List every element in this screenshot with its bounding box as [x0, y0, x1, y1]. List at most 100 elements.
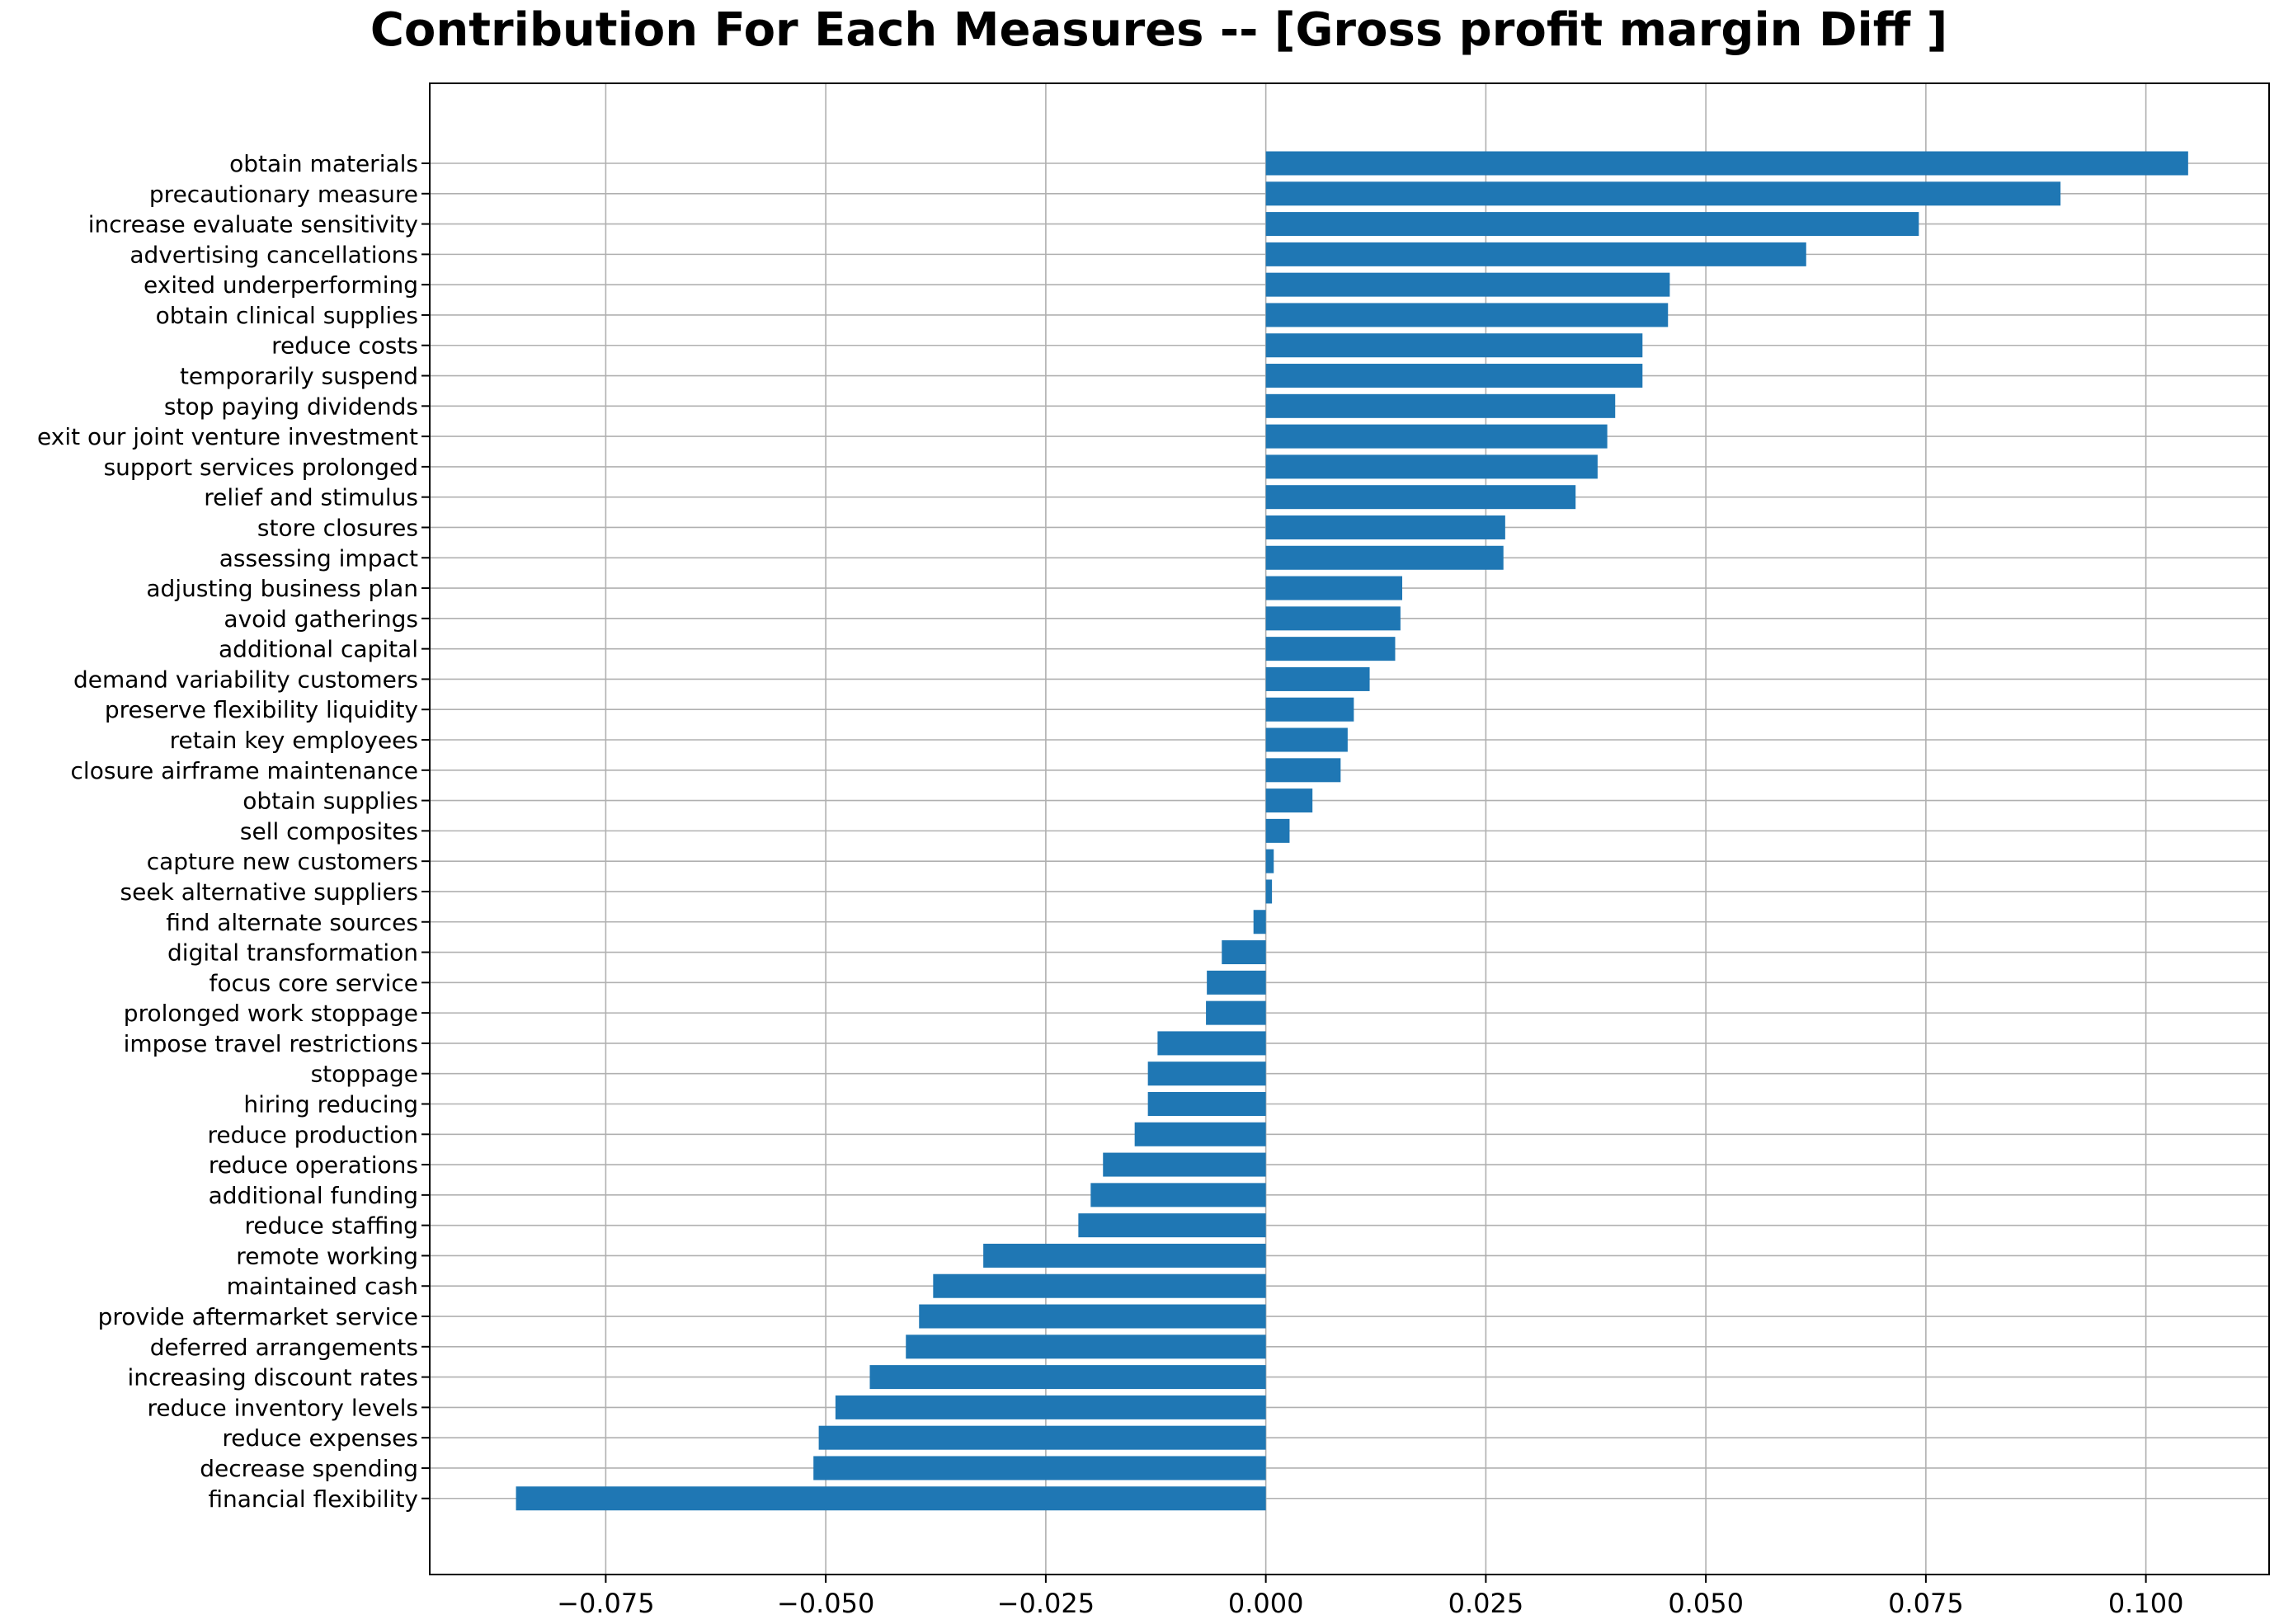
y-axis: obtain materials precautionary measure inc…: [37, 150, 430, 1513]
y-tick-label: avoid gatherings: [224, 605, 418, 633]
y-tick-label: retain key employees: [170, 727, 418, 754]
bar: [1265, 606, 1401, 631]
y-tick-label: stoppage: [311, 1061, 418, 1088]
bar: [1265, 242, 1806, 266]
y-tick-label: digital transformation: [167, 939, 418, 967]
bar: [906, 1335, 1266, 1359]
y-tick-label: hiring reducing: [243, 1090, 418, 1118]
y-tick-label: capture new customers: [147, 848, 418, 875]
y-tick-label: exited underperforming: [144, 271, 418, 299]
bar: [1265, 727, 1348, 752]
bar: [1078, 1213, 1266, 1238]
y-tick-label: reduce costs: [271, 332, 418, 360]
bar: [818, 1425, 1266, 1450]
bar: [1253, 910, 1266, 934]
x-tick-label: 0.000: [1228, 1588, 1304, 1619]
bar: [1157, 1031, 1266, 1056]
x-gridlines: [605, 83, 2147, 1575]
bar: [1265, 151, 2188, 176]
x-tick-label: 0.075: [1888, 1588, 1964, 1619]
bar: [835, 1395, 1266, 1419]
y-tick-label: deferred arrangements: [150, 1334, 418, 1361]
bar: [1207, 970, 1266, 995]
bar: [1265, 576, 1403, 600]
y-tick-label: increasing discount rates: [128, 1364, 419, 1391]
chart-title: Contribution For Each Measures -- [Gross…: [370, 3, 1947, 57]
bar: [1265, 485, 1576, 510]
y-tick-label: reduce inventory levels: [148, 1394, 419, 1421]
bar: [1134, 1122, 1266, 1146]
bar: [1147, 1061, 1266, 1086]
y-tick-label: closure airframe maintenance: [71, 757, 418, 784]
y-tick-label: store closures: [257, 514, 418, 541]
bar: [1265, 181, 2061, 206]
x-tick-label: 0.025: [1448, 1588, 1524, 1619]
y-tick-label: sell composites: [240, 817, 418, 845]
y-tick-label: provide aftermarket service: [98, 1303, 418, 1330]
x-tick-label: −0.075: [557, 1588, 654, 1619]
bar: [1265, 637, 1396, 661]
y-tick-label: additional funding: [209, 1182, 418, 1209]
bar: [869, 1365, 1266, 1390]
y-tick-label: obtain clinical supplies: [156, 302, 418, 329]
bar: [1265, 272, 1670, 297]
x-tick-label: −0.050: [777, 1588, 874, 1619]
bar: [1265, 849, 1274, 873]
bar: [1206, 1000, 1266, 1025]
y-tick-label: obtain materials: [229, 150, 418, 177]
bar: [1265, 212, 1919, 237]
bar: [1222, 940, 1266, 965]
bar: [1265, 515, 1505, 539]
bar: [516, 1486, 1266, 1511]
y-tick-label: prolonged work stoppage: [124, 1000, 418, 1027]
bar: [1090, 1183, 1266, 1207]
y-tick-label: demand variability customers: [73, 666, 418, 693]
bar: [1265, 697, 1354, 722]
y-tick-label: decrease spending: [200, 1455, 418, 1482]
bar: [1265, 879, 1273, 904]
x-tick-label: 0.100: [2108, 1588, 2184, 1619]
bar: [1265, 758, 1341, 783]
bar: [1265, 818, 1290, 843]
y-tick-label: seek alternative suppliers: [120, 878, 418, 906]
bar: [1265, 393, 1616, 418]
y-tick-label: precautionary measure: [149, 181, 418, 208]
bar: [1265, 454, 1598, 479]
bar: [983, 1243, 1266, 1268]
y-tick-label: reduce staffing: [245, 1212, 418, 1240]
y-tick-label: impose travel restrictions: [124, 1030, 418, 1057]
bar: [1265, 545, 1504, 570]
y-tick-label: obtain supplies: [242, 788, 418, 815]
y-tick-label: adjusting business plan: [146, 575, 418, 602]
y-tick-label: stop paying dividends: [164, 393, 418, 420]
y-tick-label: increase evaluate sensitivity: [88, 211, 418, 238]
y-tick-label: support services prolonged: [104, 454, 418, 481]
y-tick-label: temporarily suspend: [180, 363, 418, 390]
bars: [516, 151, 2188, 1511]
x-tick-label: 0.050: [1668, 1588, 1744, 1619]
y-gridlines: [430, 162, 2269, 1499]
bar: [1265, 303, 1669, 327]
y-tick-label: preserve flexibility liquidity: [105, 696, 418, 723]
y-tick-label: relief and stimulus: [204, 484, 418, 511]
x-axis: −0.075 −0.050 −0.025 0.000 0.025 0.050 0.075 0.…: [557, 1575, 2183, 1619]
y-tick-label: remote working: [236, 1242, 418, 1269]
y-tick-label: advertising cancellations: [129, 241, 418, 268]
y-tick-label: reduce expenses: [222, 1424, 418, 1452]
y-tick-label: reduce operations: [209, 1151, 418, 1179]
bar: [1265, 333, 1643, 358]
x-tick-label: −0.025: [997, 1588, 1095, 1619]
bar: [1147, 1091, 1266, 1116]
y-tick-label: reduce production: [207, 1121, 418, 1148]
bar: [1265, 424, 1608, 449]
bar: [1265, 666, 1370, 691]
bar: [1265, 364, 1643, 388]
y-tick-label: maintained cash: [227, 1273, 418, 1300]
y-tick-label: assessing impact: [219, 544, 418, 572]
y-tick-label: focus core service: [210, 969, 418, 996]
y-tick-label: additional capital: [219, 636, 418, 663]
y-tick-label: financial flexibility: [208, 1485, 418, 1513]
bar: [1103, 1152, 1266, 1177]
plot-frame: [429, 82, 2270, 1575]
